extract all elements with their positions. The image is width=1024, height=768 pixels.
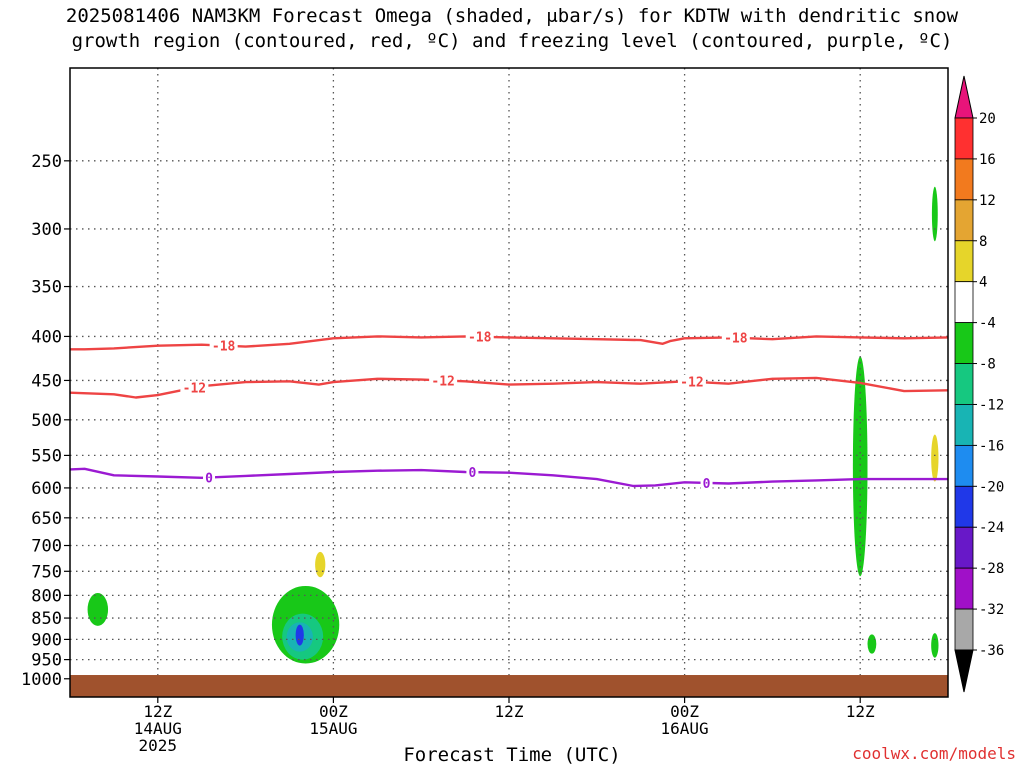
omega-feature bbox=[87, 593, 109, 626]
colorbar-bin bbox=[954, 281, 974, 324]
omega-feature bbox=[931, 186, 938, 242]
y-tick-label: 900 bbox=[31, 630, 62, 650]
contour-label: -18 bbox=[212, 340, 236, 355]
colorbar-label: -36 bbox=[979, 643, 1004, 659]
omega-feature bbox=[931, 434, 939, 482]
x-tick-label: 00Z bbox=[670, 702, 699, 721]
x-tick-label: 12Z bbox=[143, 702, 172, 721]
title-line-2: growth region (contoured, red, ºC) and f… bbox=[71, 30, 953, 52]
omega-feature bbox=[315, 551, 326, 578]
contour-label: -18 bbox=[724, 332, 748, 347]
contour-label-bg bbox=[465, 329, 494, 344]
colorbar-label: 20 bbox=[979, 111, 996, 127]
contour-label: -12 bbox=[680, 376, 703, 391]
contour-label: 0 bbox=[205, 472, 213, 487]
colorbar-bin bbox=[954, 444, 974, 487]
colorbar-label: 4 bbox=[979, 275, 987, 291]
colorbar-label: -24 bbox=[979, 520, 1004, 536]
contour-label-bg bbox=[203, 470, 216, 485]
title-line-1: 2025081406 NAM3KM Forecast Omega (shaded… bbox=[65, 5, 959, 27]
contour-label: 0 bbox=[703, 477, 711, 492]
contour-label: -12 bbox=[431, 374, 454, 389]
y-tick-label: 700 bbox=[31, 537, 62, 557]
colorbar-bin bbox=[954, 404, 974, 446]
contour-label-bg bbox=[700, 475, 713, 490]
omega-shading-layer bbox=[87, 186, 939, 664]
y-tick-label: 450 bbox=[31, 371, 62, 391]
x-tick-label: 16AUG bbox=[661, 719, 709, 738]
y-tick-label: 750 bbox=[31, 562, 62, 582]
y-tick-label: 850 bbox=[31, 609, 62, 629]
y-tick-label: 800 bbox=[31, 586, 62, 606]
y-tick-label: 550 bbox=[31, 446, 62, 466]
colorbar-bin bbox=[954, 567, 974, 610]
contour-label: 0 bbox=[469, 466, 477, 481]
y-tick-label: 500 bbox=[31, 411, 62, 431]
x-tick-label: 12Z bbox=[495, 702, 524, 721]
x-tick-label: 00Z bbox=[319, 702, 348, 721]
omega-feature bbox=[852, 356, 868, 577]
contour-label-bg bbox=[209, 338, 238, 353]
colorbar-top-arrow bbox=[954, 75, 974, 119]
x-tick-label: 15AUG bbox=[309, 719, 357, 738]
contour-label-bg bbox=[180, 380, 209, 395]
colorbar-bin bbox=[954, 158, 974, 201]
colorbar-bin bbox=[954, 526, 974, 569]
colorbar-label: -28 bbox=[979, 561, 1004, 577]
contour-label-bg bbox=[429, 373, 458, 388]
colorbar-legend: 20 16 12 8 4 -4 -8 -12 -16 -20 -24 -28 -32 -36 bbox=[954, 75, 1004, 693]
contour-label-bg bbox=[677, 374, 706, 389]
colorbar-bin bbox=[954, 117, 974, 160]
omega-feature bbox=[931, 633, 939, 658]
contour-label-bg bbox=[466, 465, 479, 480]
contour-label: -18 bbox=[468, 331, 492, 346]
x-tick-label: 12Z bbox=[846, 702, 875, 721]
colorbar-bin bbox=[954, 485, 974, 528]
y-tick-label: 1000 bbox=[21, 670, 62, 690]
y-tick-label: 250 bbox=[31, 152, 62, 172]
y-tick-label: 650 bbox=[31, 509, 62, 529]
omega-feature bbox=[295, 624, 304, 646]
colorbar-label: -16 bbox=[979, 438, 1004, 454]
contour-label: -12 bbox=[183, 382, 206, 397]
contour-label-bg bbox=[721, 330, 750, 345]
contour-line bbox=[70, 467, 948, 488]
y-axis: 2503003504004505005506006507007508008509… bbox=[21, 152, 70, 690]
colorbar-bin bbox=[954, 240, 974, 283]
y-tick-label: 300 bbox=[31, 220, 62, 240]
contour-line bbox=[70, 335, 948, 351]
y-tick-label: 950 bbox=[31, 651, 62, 671]
colorbar-bin bbox=[954, 363, 974, 405]
x-tick-label: 14AUG bbox=[134, 719, 182, 738]
contour-layer: -18 -18 -18 -12 -12 -12 0 0 0 bbox=[70, 329, 948, 492]
y-tick-label: 350 bbox=[31, 278, 62, 298]
colorbar-bin bbox=[954, 322, 974, 364]
x-tick-label: 2025 bbox=[139, 736, 178, 755]
colorbar-label: -4 bbox=[979, 316, 996, 332]
chart-title: 2025081406 NAM3KM Forecast Omega (shaded… bbox=[0, 4, 1024, 54]
credit-label: coolwx.com/models bbox=[852, 744, 1016, 763]
colorbar-bin bbox=[954, 608, 974, 651]
y-tick-label: 400 bbox=[31, 327, 62, 347]
colorbar-bin bbox=[954, 199, 974, 242]
colorbar-bottom-arrow bbox=[954, 649, 974, 693]
colorbar-label: -32 bbox=[979, 602, 1004, 618]
colorbar-label: -20 bbox=[979, 479, 1004, 495]
omega-feature bbox=[867, 634, 877, 654]
colorbar-label: -8 bbox=[979, 357, 996, 373]
y-tick-label: 600 bbox=[31, 479, 62, 499]
x-axis-title: Forecast Time (UTC) bbox=[403, 744, 621, 766]
colorbar-label: 16 bbox=[979, 152, 996, 168]
colorbar-label: 8 bbox=[979, 234, 987, 250]
colorbar-label: -12 bbox=[979, 397, 1004, 413]
ground-layer bbox=[70, 675, 948, 697]
colorbar-label: 12 bbox=[979, 193, 996, 209]
